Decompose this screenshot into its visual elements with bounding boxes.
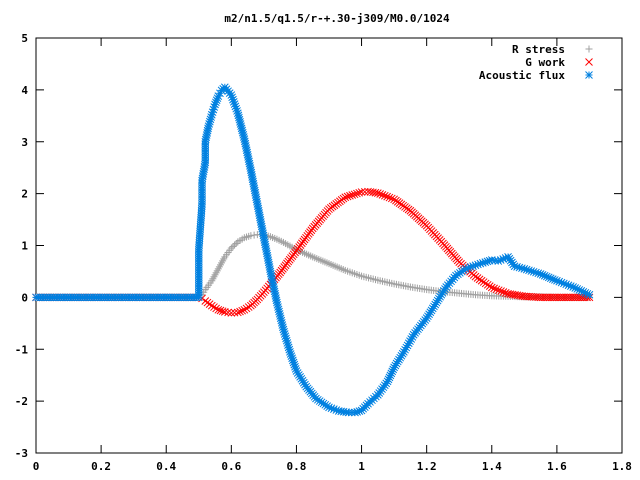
data-point [371,188,380,197]
data-point [212,304,220,313]
data-point [350,190,359,199]
data-point [383,192,391,201]
x-tick-label: 0.6 [221,460,241,473]
legend-label: Acoustic flux [479,69,565,82]
series-acoustic-flux [32,83,594,417]
y-tick-label: 2 [21,188,28,201]
data-point [492,285,501,294]
y-tick-label: -3 [15,447,28,460]
y-tick-label: -1 [15,343,29,356]
data-point [357,188,366,196]
data-point [487,283,496,292]
data-point [231,241,239,249]
data-point [233,308,242,317]
data-point [504,289,512,298]
data-point [490,284,498,293]
data-point [227,244,235,252]
data-point [515,291,524,300]
data-point [244,303,253,311]
data-point [373,189,382,197]
data-point [387,194,396,203]
series-layer [32,83,594,417]
data-point [499,288,508,296]
data-point [380,191,389,200]
legend-label: R stress [512,43,565,56]
data-point [242,304,251,313]
data-point [346,191,354,200]
chart-title: m2/n1.5/q1.5/r-+.30-j309/M0.0/1024 [224,12,450,25]
x-tick-label: 1 [358,460,365,473]
data-point [220,308,229,316]
data-point [343,192,352,201]
data-point [398,349,407,358]
y-axis: 5 4 3 2 1 0 -1 -2 -3 [15,32,622,460]
x-tick-label: 0 [33,460,40,473]
y-tick-label: 1 [21,240,28,253]
y-tick-label: 0 [21,291,28,304]
data-point [224,308,232,317]
x-tick-label: 0.2 [91,460,111,473]
x-tick-label: 1.6 [547,460,567,473]
data-point [501,289,510,297]
data-point [497,287,505,295]
legend-marker [585,45,593,53]
data-point [247,232,255,240]
x-tick-label: 1.2 [417,460,437,473]
data-point [250,231,258,239]
x-tick-label: 1.8 [612,460,632,473]
data-point [385,193,394,202]
data-point [378,191,387,199]
legend-label: G work [525,56,565,69]
x-axis: 0 0.2 0.4 0.6 0.8 1 1.2 1.4 1.6 1.8 [33,38,632,473]
data-point [513,291,522,300]
data-point [214,305,223,314]
data-point [229,243,237,251]
data-point [210,303,218,311]
data-point [216,306,225,315]
legend-marker [585,58,593,66]
x-tick-label: 0.4 [156,460,176,473]
legend-marker [585,71,593,79]
data-point [207,301,216,310]
data-point [240,305,249,314]
data-point [232,239,240,247]
data-point [360,187,369,196]
y-tick-label: -2 [15,395,28,408]
y-tick-label: 5 [21,32,28,45]
data-point [236,307,244,316]
data-point [376,190,385,198]
data-point [508,290,517,299]
data-point [227,309,236,317]
x-tick-label: 1.4 [482,460,502,473]
y-tick-label: 4 [21,84,28,97]
x-tick-label: 0.8 [287,460,307,473]
data-point [585,290,594,299]
data-point [353,189,361,198]
data-point [494,286,503,295]
y-tick-label: 3 [21,136,28,149]
data-point [348,191,357,199]
data-point [511,291,519,299]
data-point [341,193,350,202]
data-point [238,306,247,315]
data-point [506,290,515,298]
